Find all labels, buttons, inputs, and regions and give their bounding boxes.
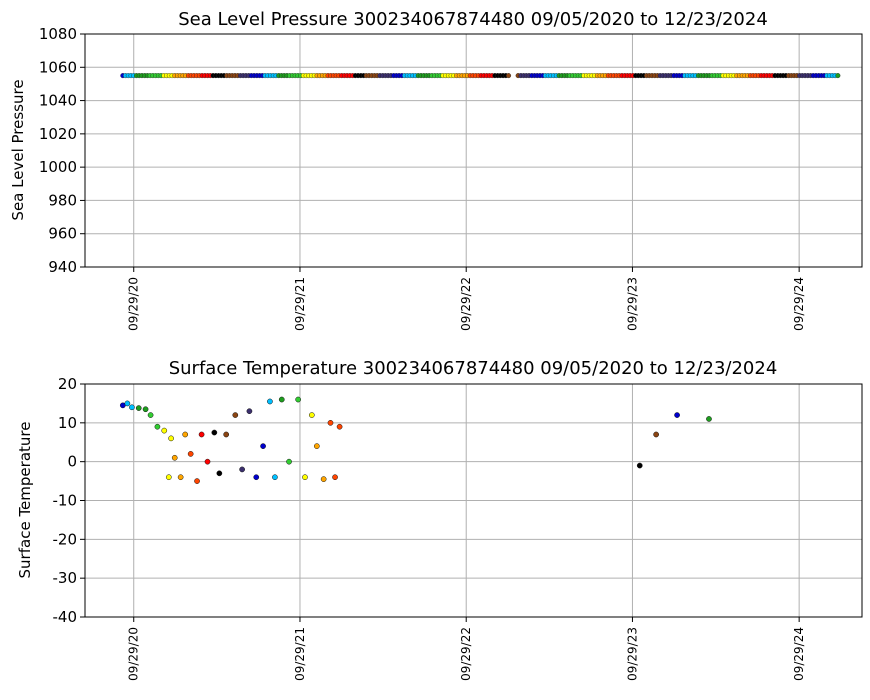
y-tick-label: 10 xyxy=(58,414,77,432)
y-axis-label: Sea Level Pressure xyxy=(9,79,27,220)
temperature-point xyxy=(653,431,659,438)
temperature-point xyxy=(177,474,184,481)
y-tick-label: -10 xyxy=(53,492,78,510)
x-tick-label: 09/29/23 xyxy=(625,277,639,331)
plot-frame xyxy=(84,33,863,268)
x-tick-label: 09/29/24 xyxy=(792,627,806,681)
temperature-point xyxy=(171,454,178,461)
temperature-point xyxy=(124,400,131,407)
y-tick-label: 1080 xyxy=(39,25,77,43)
x-tick-label: 09/29/22 xyxy=(459,277,473,331)
temperature-point xyxy=(308,412,315,418)
pressure-track-segment xyxy=(515,73,841,79)
y-tick-label: 1060 xyxy=(39,58,77,76)
temperature-point xyxy=(336,423,343,430)
y-tick-label: -30 xyxy=(53,569,78,587)
y-tick-label: 960 xyxy=(48,225,77,243)
y-tick-label: 1020 xyxy=(39,125,77,143)
x-tick-label: 09/29/24 xyxy=(792,277,806,331)
temperature-point xyxy=(246,408,253,415)
temperature-point xyxy=(332,474,338,481)
temperature-point xyxy=(223,431,230,438)
temperature-point xyxy=(320,476,327,482)
temperature-point xyxy=(165,474,172,481)
y-tick-label: 20 xyxy=(58,375,77,393)
temperature-point xyxy=(674,412,680,418)
temperature-point xyxy=(142,406,149,413)
x-tick-label: 09/29/20 xyxy=(127,627,141,681)
temperature-point xyxy=(168,435,174,442)
y-tick-label: 0 xyxy=(67,453,77,471)
temperature-point xyxy=(636,462,643,469)
x-tick-label: 09/29/20 xyxy=(127,277,141,331)
x-tick-label: 09/29/21 xyxy=(293,277,307,331)
temperature-point xyxy=(147,412,154,418)
temperature-point xyxy=(161,427,168,434)
x-tick-label: 09/29/21 xyxy=(293,627,307,681)
chart-title: Surface Temperature 300234067874480 09/0… xyxy=(169,358,778,379)
temperature-point xyxy=(313,443,320,449)
temperature-point xyxy=(194,478,200,484)
temperature-point xyxy=(295,396,302,403)
temperature-point xyxy=(267,398,273,405)
y-axis-label: Surface Temperature xyxy=(16,422,34,579)
surface-temperature-chart: Surface Temperature 300234067874480 09/0… xyxy=(16,358,863,681)
temperature-point xyxy=(154,423,161,430)
temperature-point xyxy=(302,474,308,481)
temperature-point xyxy=(211,429,218,436)
temperature-point xyxy=(272,474,278,481)
x-tick-label: 09/29/23 xyxy=(625,627,639,681)
temperature-point xyxy=(216,470,223,477)
temperature-point xyxy=(182,431,189,438)
temperature-point xyxy=(135,405,142,411)
y-tick-label: 1040 xyxy=(39,92,77,110)
temperature-point xyxy=(187,451,194,457)
pressure-point xyxy=(835,73,841,79)
temperature-point xyxy=(327,419,334,426)
temperature-point xyxy=(706,416,712,422)
y-tick-label: -20 xyxy=(53,530,78,548)
temperature-point xyxy=(286,458,292,465)
temperature-point xyxy=(278,396,285,403)
sea-level-pressure-chart: Sea Level Pressure 300234067874480 09/05… xyxy=(9,9,863,331)
temperature-point xyxy=(260,443,266,449)
temperature-point xyxy=(239,466,245,473)
temperature-point xyxy=(253,474,260,481)
y-tick-label: 940 xyxy=(48,258,77,276)
x-tick-label: 09/29/22 xyxy=(459,627,473,681)
y-tick-label: -40 xyxy=(53,608,78,626)
temperature-point xyxy=(204,458,211,465)
chart-title: Sea Level Pressure 300234067874480 09/05… xyxy=(178,9,768,30)
temperature-point xyxy=(232,412,239,418)
pressure-track-segment xyxy=(120,73,512,79)
y-tick-label: 1000 xyxy=(39,158,77,176)
temperature-point xyxy=(198,431,205,438)
y-tick-label: 980 xyxy=(48,191,77,209)
pressure-point xyxy=(506,73,512,79)
temperature-point xyxy=(129,404,135,411)
